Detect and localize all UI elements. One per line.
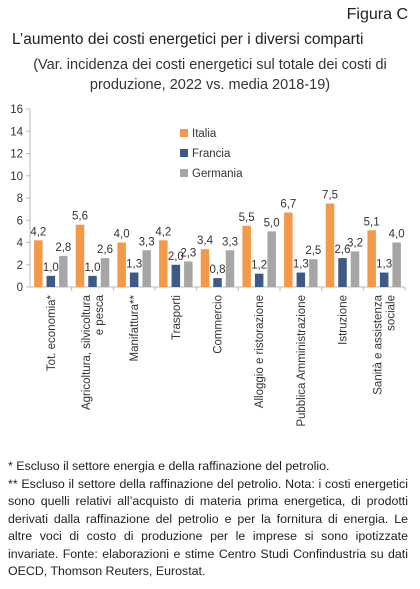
data-label: 3,3 — [222, 236, 238, 248]
legend-label-italia: Italia — [192, 128, 217, 140]
data-label: 0,8 — [210, 264, 226, 276]
x-tick-label: Istruzione — [338, 295, 350, 345]
bar-francia — [213, 278, 222, 287]
bar-italia — [117, 242, 126, 287]
data-label: 5,5 — [239, 212, 255, 224]
x-tick-label: Manifattura** — [129, 294, 141, 361]
footnote-1: * Escluso il settore energia e della raf… — [8, 459, 330, 473]
bar-italia — [159, 240, 168, 287]
bar-italia — [200, 249, 210, 287]
data-label: 1,3 — [293, 259, 309, 271]
x-tick-label: sociale — [386, 295, 398, 331]
data-label: 5,1 — [364, 216, 380, 228]
subtitle-line: (Var. incidenza dei costi energetici sul… — [33, 57, 387, 73]
y-tick-label: 8 — [17, 193, 23, 205]
bar-germania — [225, 250, 235, 287]
data-label: 2,6 — [97, 244, 113, 256]
footnote-2: ** Escluso il settore della raffinazione… — [8, 476, 408, 579]
bar-francia — [46, 275, 56, 287]
data-label: 4,0 — [114, 229, 130, 241]
bar-germania — [142, 250, 151, 287]
bar-francia — [338, 258, 347, 287]
bar-germania — [392, 242, 401, 287]
bar-francia — [88, 275, 97, 287]
bar-francia — [129, 272, 139, 287]
y-tick-label: 4 — [17, 238, 24, 250]
data-label: 1,3 — [376, 259, 392, 271]
bar-italia — [284, 212, 293, 287]
data-label: 4,0 — [389, 229, 405, 241]
data-label: 2,8 — [55, 242, 71, 254]
chart-subtitle: (Var. incidenza dei costi energetici sul… — [0, 55, 420, 95]
x-tick-label: Sanità e assistenza — [373, 294, 385, 394]
data-label: 1,2 — [251, 260, 267, 272]
bar-francia — [296, 272, 306, 287]
bar-germania — [350, 251, 360, 287]
bar-italia — [75, 224, 85, 287]
data-label: 2,5 — [305, 245, 321, 257]
y-tick-label: 6 — [17, 215, 23, 227]
legend-swatch-germania — [180, 169, 188, 177]
bar-chart: 0 2 4 6 8 10 12 14 16 4,2 1,0 2,8 Tot. economia* 5,6 1… — [10, 104, 406, 427]
x-tick-label: Alloggio e ristorazione — [254, 295, 266, 408]
chart-title: L’aumento dei costi energetici per i div… — [12, 31, 364, 48]
data-label: 2,6 — [335, 244, 351, 256]
bar-francia — [379, 272, 389, 287]
bar-italia — [242, 225, 251, 287]
bar-italia — [325, 203, 335, 287]
x-tick-label: Tot. economia* — [46, 294, 58, 371]
data-label: 4,2 — [155, 226, 171, 238]
y-tick-label: 0 — [17, 282, 23, 294]
data-label: 1,0 — [85, 262, 101, 274]
figure-label: Figura C — [346, 6, 408, 23]
data-label: 1,3 — [126, 259, 142, 271]
data-label: 3,3 — [139, 236, 155, 248]
bar-germania — [267, 231, 276, 287]
bar-germania — [59, 255, 68, 287]
bar-germania — [184, 261, 193, 287]
bar-germania — [309, 259, 318, 287]
bar-italia — [367, 230, 376, 287]
legend-label-francia: Francia — [192, 148, 231, 160]
footnotes: * Escluso il settore energia e della raf… — [8, 458, 408, 581]
x-tick-label: Trasporti — [171, 295, 183, 340]
x-tick-label: Agricoltura, silvicoltura — [81, 294, 93, 410]
bar-germania — [100, 258, 110, 287]
data-label: 1,0 — [43, 262, 59, 274]
y-tick-label: 16 — [10, 104, 23, 116]
legend-swatch-francia — [180, 149, 188, 157]
data-label: 3,4 — [197, 235, 214, 247]
y-tick-label: 10 — [10, 171, 23, 183]
subtitle-line: produzione, 2022 vs. media 2018-19) — [89, 77, 331, 93]
data-label: 6,7 — [280, 198, 296, 210]
x-tick-label: Commercio — [213, 295, 225, 354]
data-label: 7,5 — [322, 190, 338, 202]
legend-swatch-italia — [180, 129, 188, 137]
data-label: 4,2 — [30, 226, 46, 238]
y-tick-label: 2 — [17, 260, 23, 272]
x-tick-label: Pubblica Amministrazione — [296, 295, 308, 427]
bar-francia — [254, 273, 264, 287]
y-tick-label: 14 — [10, 126, 23, 138]
legend-label-germania: Germania — [192, 168, 243, 180]
data-label: 3,2 — [347, 237, 363, 249]
bar-francia — [171, 264, 181, 287]
bar-italia — [34, 240, 43, 287]
y-tick-label: 12 — [10, 149, 23, 161]
data-label: 2,0 — [168, 251, 184, 263]
data-label: 5,0 — [264, 217, 280, 229]
data-label: 5,6 — [72, 211, 88, 223]
x-tick-label: e pesca — [94, 294, 106, 335]
data-label: 2,3 — [180, 247, 196, 259]
